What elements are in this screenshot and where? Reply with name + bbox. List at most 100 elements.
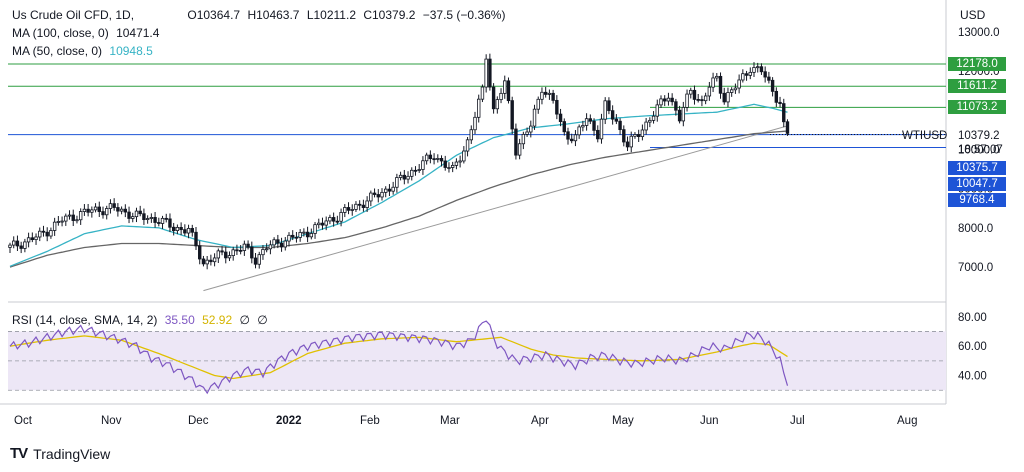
- candle-body: [309, 233, 314, 238]
- candle-body: [625, 141, 630, 148]
- candle-body: [93, 206, 98, 211]
- tradingview-logo-icon: TV: [10, 445, 28, 462]
- candle-body: [607, 100, 611, 112]
- candle-body: [570, 138, 574, 142]
- ma100-line: [9, 130, 788, 268]
- candle-body: [622, 129, 626, 143]
- candle-body: [640, 129, 645, 137]
- rsi-value: 35.50: [164, 313, 195, 327]
- candle-body: [49, 230, 53, 237]
- candle-body: [447, 167, 451, 169]
- rsi-line: [9, 320, 789, 395]
- rsi-tick-label: 80.00: [958, 312, 987, 324]
- candle-body: [183, 229, 187, 234]
- ma50-legend[interactable]: MA (50, close, 0) 10948.5: [12, 44, 157, 58]
- candle-body: [648, 119, 652, 123]
- candle-body: [26, 237, 31, 243]
- candle-body: [670, 97, 674, 103]
- candle-body: [82, 208, 87, 212]
- candle-body: [677, 109, 682, 122]
- open-value: O10364.7: [187, 8, 241, 22]
- candle-body: [23, 241, 27, 249]
- candle-body: [209, 259, 213, 263]
- ma50-value: 10948.5: [109, 44, 153, 58]
- candle-body: [410, 169, 414, 177]
- candle-body: [350, 209, 354, 211]
- candle-body: [253, 257, 258, 265]
- candle-body: [402, 174, 407, 180]
- candle-body: [194, 231, 198, 247]
- candle-body: [56, 221, 61, 223]
- candle-body: [644, 121, 648, 131]
- candle-body: [618, 120, 622, 131]
- x-tick-label: Jun: [700, 415, 719, 427]
- candle-body: [138, 210, 142, 215]
- candle-body: [157, 222, 161, 224]
- candle-body: [663, 98, 667, 102]
- candle-body: [101, 211, 105, 216]
- bar-countdown: 18:57:07: [958, 144, 1003, 156]
- symbol-title: Us Crude Oil CFD, 1D,: [12, 8, 135, 22]
- resistance-tag: 12178.0: [948, 57, 1006, 71]
- candle-body: [718, 75, 723, 94]
- candle-body: [469, 129, 473, 141]
- candle-body: [90, 209, 94, 213]
- candle-body: [614, 118, 619, 122]
- candle-body: [703, 95, 708, 102]
- x-tick-label: Aug: [897, 415, 917, 427]
- candle-body: [748, 71, 752, 76]
- candle-body: [238, 249, 243, 252]
- close-value: C10379.2: [363, 8, 416, 22]
- candle-body: [763, 71, 767, 78]
- candle-body: [283, 240, 287, 248]
- candle-body: [529, 125, 533, 133]
- currency-label: USD: [960, 8, 986, 22]
- ma100-value: 10471.4: [116, 26, 160, 40]
- candle-body: [540, 91, 544, 100]
- support-tag: 9768.4: [948, 193, 1006, 207]
- ma100-legend[interactable]: MA (100, close, 0) 10471.4: [12, 26, 163, 40]
- candle-body: [19, 245, 23, 249]
- candle-body: [421, 160, 425, 170]
- candle-body: [8, 244, 12, 248]
- candle-body: [733, 87, 738, 91]
- candle-body: [198, 245, 202, 260]
- candle-body: [406, 175, 410, 180]
- candle-body: [651, 115, 656, 121]
- y-tick-label: 8000.0: [958, 223, 993, 235]
- candle-body: [305, 231, 310, 238]
- candle-body: [689, 89, 693, 95]
- tradingview-brand[interactable]: TV TradingView: [10, 445, 110, 462]
- candle-body: [34, 236, 38, 241]
- resistance-tag: 11073.2: [948, 100, 1006, 115]
- candle-body: [696, 99, 700, 101]
- candle-body: [134, 210, 139, 218]
- candle-body: [190, 228, 194, 233]
- trendline: [203, 125, 788, 292]
- candle-body: [391, 186, 395, 192]
- candle-body: [67, 214, 72, 217]
- candle-body: [97, 206, 101, 212]
- support-tag: 10047.7: [948, 177, 1006, 191]
- resistance-tag: 11611.2: [948, 79, 1006, 94]
- x-tick-label: Mar: [440, 415, 460, 427]
- candle-body: [112, 203, 116, 208]
- candle-body: [116, 207, 120, 212]
- candle-body: [491, 86, 496, 110]
- candle-body: [588, 118, 593, 122]
- candle-body: [294, 236, 299, 239]
- candle-body: [346, 207, 351, 211]
- candle-body: [324, 220, 328, 226]
- candle-body: [320, 222, 325, 226]
- candle-body: [328, 217, 332, 222]
- candle-body: [257, 254, 261, 265]
- ma100-label: MA (100, close, 0): [12, 26, 109, 40]
- candle-body: [354, 203, 358, 210]
- candle-body: [343, 207, 347, 213]
- candle-body: [357, 203, 362, 206]
- candle-body: [179, 227, 183, 231]
- rsi-legend[interactable]: RSI (14, close, SMA, 14, 2) 35.50 52.92 …: [12, 313, 272, 327]
- candle-body: [592, 120, 596, 131]
- candle-body: [12, 240, 16, 246]
